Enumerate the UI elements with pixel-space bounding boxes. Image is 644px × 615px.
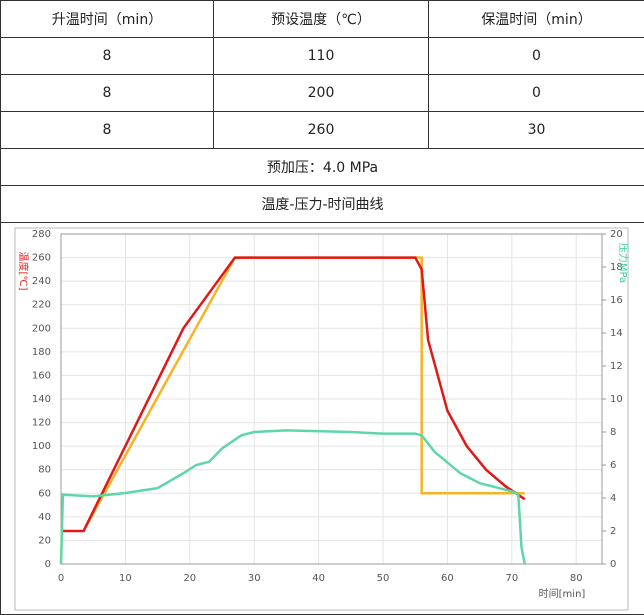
y2-tick-label: 20 [610, 229, 623, 240]
x-tick-label: 20 [183, 573, 196, 584]
x-tick-label: 30 [248, 573, 261, 584]
y2-axis-label: 压力MPa [617, 243, 630, 283]
cell: 8 [0, 37, 214, 75]
cell: 260 [213, 111, 429, 149]
x-axis-label: 时间[min] [539, 587, 586, 600]
header-cell: 保温时间（min） [428, 0, 644, 38]
header-cell: 升温时间（min） [0, 0, 214, 38]
cell: 0 [428, 37, 644, 75]
y2-tick-label: 18 [610, 262, 623, 273]
y-tick-label: 180 [32, 347, 51, 358]
y-tick-label: 0 [45, 559, 51, 570]
y2-tick-label: 0 [610, 559, 616, 570]
y2-tick-label: 12 [610, 361, 623, 372]
plot-area [60, 233, 603, 565]
y-tick-label: 160 [32, 370, 51, 381]
y-tick-label: 20 [38, 535, 51, 546]
x-tick-label: 70 [505, 573, 518, 584]
y-tick-label: 80 [38, 465, 51, 476]
x-tick-label: 10 [119, 573, 132, 584]
chart: 0204060801001201401601802002202402602800… [14, 227, 630, 611]
y2-tick-label: 8 [610, 427, 616, 438]
cell: 0 [428, 74, 644, 112]
chart-title-cell: 温度-压力-时间曲线 [0, 185, 644, 223]
y2-tick-label: 2 [610, 526, 616, 537]
y2-tick-label: 16 [610, 295, 623, 306]
x-tick-label: 40 [312, 573, 325, 584]
y-tick-label: 200 [32, 323, 51, 334]
y-tick-label: 240 [32, 276, 51, 287]
y-tick-label: 260 [32, 253, 51, 264]
data-line [61, 256, 526, 533]
y2-tick-label: 6 [610, 460, 616, 471]
y-tick-label: 140 [32, 394, 51, 405]
y-axis-label: 温度[℃] [17, 251, 30, 290]
x-tick-label: 60 [441, 573, 454, 584]
y2-tick-label: 10 [610, 394, 623, 405]
y2-tick-label: 4 [610, 493, 616, 504]
y-tick-label: 100 [32, 441, 51, 452]
y-tick-label: 40 [38, 512, 51, 523]
chart-frame [14, 227, 629, 611]
cell: 8 [0, 74, 214, 112]
x-tick-label: 0 [58, 573, 64, 584]
y-tick-label: 280 [32, 229, 51, 240]
y2-tick-label: 14 [610, 328, 623, 339]
data-line [82, 256, 525, 532]
cell: 8 [0, 111, 214, 149]
chart-cell: 0 20 40 60 80 100 120 140 160 180 200 220 240 260 280 0… [0, 222, 644, 615]
cell: 200 [213, 74, 429, 112]
y-tick-label: 220 [32, 300, 51, 311]
cell: 110 [213, 37, 429, 75]
x-tick-label: 50 [377, 573, 390, 584]
header-row: 升温时间（min） 预设温度（℃） 保温时间（min） [0, 0, 644, 38]
cell: 30 [428, 111, 644, 149]
header-cell: 预设温度（℃） [213, 0, 429, 38]
preload-cell: 预加压：4.0 MPa [0, 148, 644, 186]
data-line [59, 429, 526, 565]
y-tick-label: 60 [38, 488, 51, 499]
x-tick-label: 80 [570, 573, 583, 584]
y-tick-label: 120 [32, 418, 51, 429]
